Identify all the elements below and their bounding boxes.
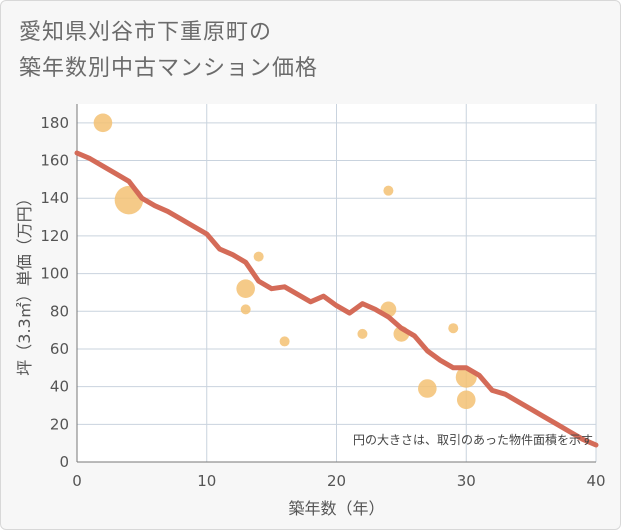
x-axis-label: 築年数（年）: [288, 499, 384, 518]
size-note: 円の大きさは、取引のあった物件面積を示す: [353, 432, 593, 447]
y-tick-label: 20: [50, 415, 69, 433]
y-tick-label: 160: [40, 152, 69, 170]
y-tick-label: 180: [40, 114, 69, 132]
data-bubble: [93, 113, 113, 133]
chart-title-line2: 築年数別中古マンション価格: [19, 56, 319, 81]
y-tick-label: 40: [50, 378, 69, 396]
data-bubble: [253, 251, 264, 262]
y-tick-label: 120: [40, 227, 69, 245]
chart-title-line1: 愛知県刈谷市下重原町の: [19, 20, 273, 45]
x-tick-label: 10: [197, 472, 216, 490]
y-tick-label: 60: [50, 340, 69, 358]
x-tick-label: 40: [586, 472, 605, 490]
y-tick-label: 140: [40, 189, 69, 207]
y-tick-label: 100: [40, 265, 69, 283]
x-tick-label: 20: [327, 472, 346, 490]
data-bubble: [418, 379, 437, 398]
x-tick-label: 30: [457, 472, 476, 490]
x-tick-label: 0: [72, 472, 82, 490]
data-bubble: [236, 279, 255, 298]
data-bubble: [279, 336, 290, 347]
y-axis-label: 坪（3.3㎡）単価（万円）: [15, 190, 34, 375]
chart-title: 愛知県刈谷市下重原町の 築年数別中古マンション価格: [19, 15, 318, 87]
data-bubble: [456, 390, 476, 410]
data-bubble: [240, 304, 251, 315]
data-bubble: [448, 323, 459, 334]
trend-line: [74, 150, 599, 448]
data-bubble: [114, 185, 144, 215]
data-bubble: [383, 185, 394, 196]
data-bubble: [357, 328, 368, 339]
y-tick-label: 0: [59, 453, 69, 471]
y-tick-label: 80: [50, 302, 69, 320]
